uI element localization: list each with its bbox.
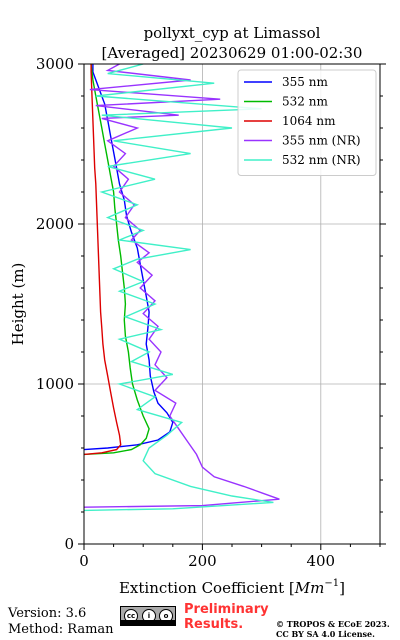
series-line-0 — [84, 64, 174, 451]
legend-label: 355 nm (NR) — [282, 134, 361, 148]
chart-titles: pollyxt_cyp at Limassol [Averaged] 20230… — [102, 24, 363, 62]
series-line-3 — [84, 64, 280, 508]
y-tick-label: 3000 — [36, 55, 74, 73]
copyright-line1: © TROPOS & ECoE 2023. — [276, 619, 390, 629]
x-axis-label-close: ] — [339, 579, 345, 597]
series-line-4 — [84, 64, 274, 512]
series-layer — [84, 64, 280, 512]
chart-title-line1: pollyxt_cyp at Limassol — [144, 24, 321, 42]
version-label: Version: 3.6 — [8, 606, 87, 621]
copyright-note: © TROPOS & ECoE 2023. CC BY SA 4.0 Licen… — [276, 619, 390, 639]
legend-label: 355 nm — [282, 75, 328, 89]
preliminary-results-note: Preliminary Results. — [184, 602, 269, 632]
x-axis-label-text: Extinction Coefficient [ — [119, 579, 295, 597]
x-axis-label-unit: Mm — [294, 579, 325, 597]
legend: 355 nm 532 nm 1064 nm 355 nm (NR) 532 nm (NR… — [237, 69, 377, 176]
y-tick-label: 1000 — [36, 375, 74, 393]
preliminary-line1: Preliminary — [184, 602, 269, 617]
chart-title-line2: [Averaged] 20230629 01:00-02:30 — [102, 44, 363, 62]
x-axis-label: Extinction Coefficient [Mm−1] — [119, 578, 345, 597]
y-tick-label: 0 — [64, 535, 74, 553]
series-line-2 — [84, 64, 122, 456]
x-tick-label: 400 — [306, 552, 335, 570]
x-tick-label: 200 — [188, 552, 217, 570]
cc-icon: cc — [124, 609, 138, 623]
y-axis-label: Height (m) — [9, 263, 27, 346]
legend-label: 532 nm (NR) — [282, 153, 361, 167]
legend-box — [237, 69, 377, 176]
method-label: Method: Raman — [8, 622, 114, 637]
cc-badge-bar — [121, 620, 175, 625]
y-tick-label: 2000 — [36, 215, 74, 233]
cc-license-badge: cc i o — [120, 606, 176, 626]
x-axis-label-sup: −1 — [324, 578, 339, 589]
lidar-profile-chart: pollyxt_cyp at Limassol [Averaged] 20230… — [9, 24, 386, 597]
preliminary-line2: Results. — [184, 617, 244, 632]
copyright-line2: CC BY SA 4.0 License. — [276, 629, 375, 639]
legend-label: 1064 nm — [282, 114, 336, 128]
legend-label: 532 nm — [282, 95, 328, 109]
series-line-1 — [84, 64, 150, 456]
x-tick-label: 0 — [79, 552, 89, 570]
axes: 0 200 400 0 1000 2000 3000 — [36, 55, 386, 570]
